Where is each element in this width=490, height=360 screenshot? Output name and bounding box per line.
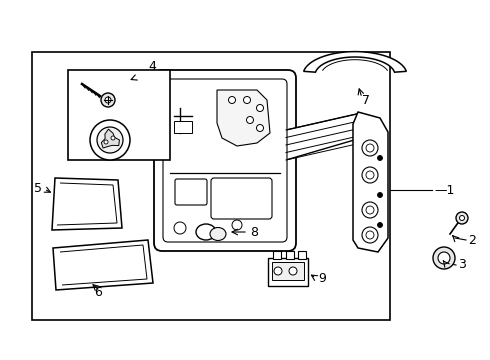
Circle shape xyxy=(256,125,264,131)
Circle shape xyxy=(104,140,108,144)
Circle shape xyxy=(433,247,455,269)
Bar xyxy=(298,251,306,259)
Text: 7: 7 xyxy=(362,94,370,107)
FancyBboxPatch shape xyxy=(175,179,207,205)
Text: 4: 4 xyxy=(148,59,156,72)
Text: 8: 8 xyxy=(250,225,258,238)
FancyBboxPatch shape xyxy=(163,79,287,242)
Circle shape xyxy=(377,156,383,161)
Circle shape xyxy=(362,227,378,243)
Bar xyxy=(286,251,294,259)
Bar xyxy=(68,70,170,160)
Circle shape xyxy=(174,222,186,234)
Ellipse shape xyxy=(196,224,216,240)
Circle shape xyxy=(362,202,378,218)
Circle shape xyxy=(97,127,123,153)
Circle shape xyxy=(377,222,383,228)
Text: 5: 5 xyxy=(34,181,42,194)
Polygon shape xyxy=(101,129,120,148)
Circle shape xyxy=(456,212,468,224)
Circle shape xyxy=(274,267,282,275)
Text: 2: 2 xyxy=(468,234,476,247)
Circle shape xyxy=(101,93,115,107)
Bar xyxy=(273,251,281,259)
Polygon shape xyxy=(304,51,406,72)
Circle shape xyxy=(438,252,450,264)
FancyBboxPatch shape xyxy=(211,178,272,219)
Bar xyxy=(32,52,390,320)
Polygon shape xyxy=(52,178,122,230)
Polygon shape xyxy=(353,112,388,252)
Circle shape xyxy=(366,206,374,214)
Circle shape xyxy=(362,167,378,183)
Bar xyxy=(272,262,304,280)
Circle shape xyxy=(90,120,130,160)
Bar xyxy=(268,258,308,286)
Polygon shape xyxy=(217,90,270,146)
Bar xyxy=(174,121,192,133)
Circle shape xyxy=(246,117,253,123)
Circle shape xyxy=(366,231,374,239)
Ellipse shape xyxy=(210,228,226,240)
Circle shape xyxy=(289,267,297,275)
FancyBboxPatch shape xyxy=(154,70,296,251)
Circle shape xyxy=(366,171,374,179)
Text: —1: —1 xyxy=(434,184,454,197)
Text: 3: 3 xyxy=(458,258,466,271)
Text: 9: 9 xyxy=(318,271,326,284)
Circle shape xyxy=(111,136,115,140)
Circle shape xyxy=(366,144,374,152)
Text: 6: 6 xyxy=(94,285,102,298)
Circle shape xyxy=(105,97,111,103)
Circle shape xyxy=(256,104,264,112)
Circle shape xyxy=(244,96,250,104)
Circle shape xyxy=(362,140,378,156)
Circle shape xyxy=(228,96,236,104)
Circle shape xyxy=(232,220,242,230)
Circle shape xyxy=(377,193,383,198)
Polygon shape xyxy=(53,240,153,290)
Circle shape xyxy=(460,216,465,220)
Polygon shape xyxy=(286,113,361,160)
